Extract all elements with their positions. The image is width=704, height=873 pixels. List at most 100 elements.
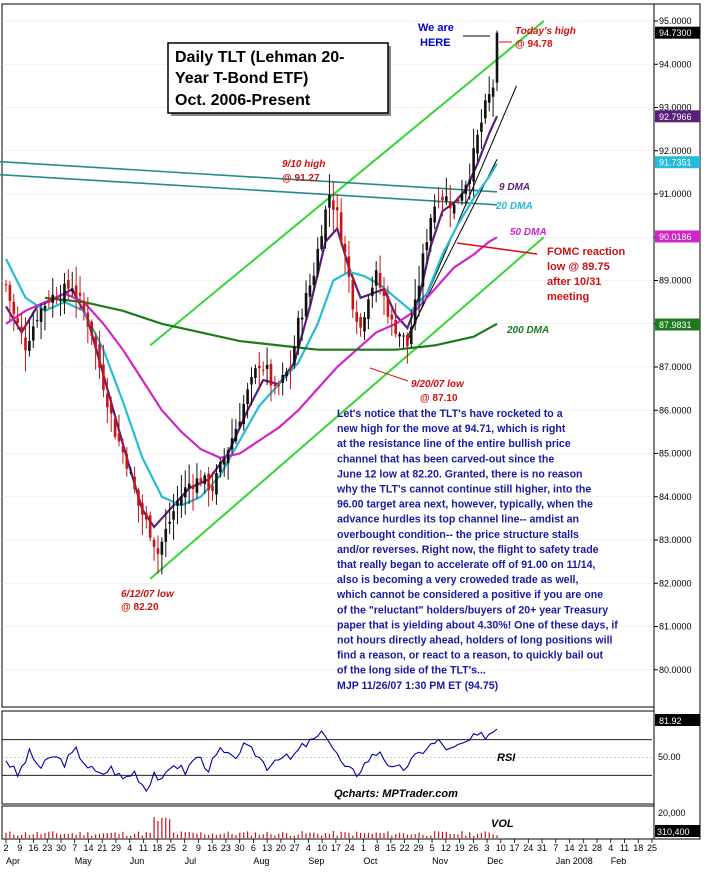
price-bar-body xyxy=(417,285,421,301)
price-bar-body xyxy=(269,364,273,386)
rsi-label: RSI xyxy=(497,752,516,764)
y-tick-label: 81.0000 xyxy=(659,622,692,632)
x-month-label: Aug xyxy=(253,856,269,866)
x-day-label: 1 xyxy=(361,843,366,853)
price-bar-body xyxy=(308,285,312,297)
rsi-tick-50: 50.00 xyxy=(658,752,681,762)
x-day-label: 21 xyxy=(97,843,107,853)
x-day-label: 30 xyxy=(235,843,245,853)
price-bar-body xyxy=(476,134,479,154)
price-bar-body xyxy=(363,317,366,332)
commentary-line: which cannot be considered a positive if… xyxy=(336,589,603,601)
price-bar-body xyxy=(230,438,234,450)
price-bar-body xyxy=(55,297,58,301)
price-bar-body xyxy=(339,212,343,243)
x-day-label: 31 xyxy=(537,843,547,853)
price-bar-body xyxy=(374,270,378,286)
price-bar-body xyxy=(4,284,8,286)
vol-label: VOL xyxy=(491,818,514,830)
price-bar-body xyxy=(59,300,62,302)
price-bar-body xyxy=(324,209,327,241)
price-bar-body xyxy=(332,200,335,210)
x-day-label: 10 xyxy=(317,843,327,853)
price-bar-body xyxy=(437,201,440,203)
price-bar-body xyxy=(487,94,491,103)
chart-title-line-2: Year T-Bond ETF) xyxy=(175,70,308,87)
x-day-label: 21 xyxy=(578,843,588,853)
price-bar-body xyxy=(312,275,316,286)
annotation-sep-high-1: 9/10 high xyxy=(282,159,325,170)
price-bar-body xyxy=(343,243,347,253)
price-bar-body xyxy=(31,326,35,341)
x-day-label: 20 xyxy=(276,843,286,853)
ma-line-50-dma xyxy=(5,236,498,459)
x-day-label: 9 xyxy=(196,843,201,853)
price-bar-body xyxy=(35,320,39,322)
price-bar-body xyxy=(390,314,394,320)
annotation-we-are-here-2: HERE xyxy=(420,37,451,49)
commentary-line: and/or reverses. Right now, the flight t… xyxy=(337,544,599,556)
price-bar-body xyxy=(152,539,156,547)
price-bar-body xyxy=(222,458,226,465)
price-bar-body xyxy=(398,333,401,337)
price-tag-bg xyxy=(655,26,700,39)
price-bar-body xyxy=(452,204,456,214)
price-bar-body xyxy=(28,341,31,351)
price-bar-body xyxy=(183,487,187,498)
x-day-label: 17 xyxy=(510,843,520,853)
x-day-label: 11 xyxy=(620,843,629,853)
rsi-current-tag: 81.92 xyxy=(659,716,682,726)
annotation-fomc-2: low @ 89.75 xyxy=(547,261,610,273)
price-bar-body xyxy=(82,300,86,312)
y-tick-label: 92.0000 xyxy=(659,146,692,156)
x-day-label: 14 xyxy=(83,843,93,853)
price-bar-body xyxy=(351,279,355,310)
price-tag-label: 90.0186 xyxy=(659,232,692,242)
x-month-label: Apr xyxy=(6,856,20,866)
price-bar-body xyxy=(480,122,483,132)
x-day-label: 5 xyxy=(430,843,435,853)
price-bar-body xyxy=(304,293,308,317)
price-bar-body xyxy=(160,541,164,555)
rsi-current-tag-bg xyxy=(655,714,700,726)
price-bar-body xyxy=(94,336,97,349)
price-bar-body xyxy=(8,284,12,301)
price-bar-body xyxy=(106,393,109,408)
price-bar-body xyxy=(43,305,47,311)
x-day-label: 8 xyxy=(375,843,380,853)
x-month-label: Dec xyxy=(487,856,504,866)
annotation-fomc-4: meeting xyxy=(547,291,589,303)
y-tick-label: 80.0000 xyxy=(659,665,692,675)
price-bar-body xyxy=(70,288,74,292)
x-day-label: 16 xyxy=(28,843,38,853)
rsi-line xyxy=(5,728,498,793)
price-bar-body xyxy=(102,364,105,390)
price-bar-body xyxy=(378,272,382,288)
price-bar-body xyxy=(386,296,390,317)
x-month-label: May xyxy=(75,856,93,866)
y-tick-label: 93.0000 xyxy=(659,103,692,113)
price-panel xyxy=(1,3,655,708)
x-day-label: 18 xyxy=(152,843,162,853)
price-bar-body xyxy=(285,371,288,377)
y-tick-label: 91.0000 xyxy=(659,189,692,199)
y-tick-label: 89.0000 xyxy=(659,276,692,286)
annotation-fomc-1: FOMC reaction xyxy=(547,246,626,258)
price-bar-body xyxy=(402,335,405,337)
x-month-label: Sep xyxy=(308,856,324,866)
price-bar-body xyxy=(219,461,222,473)
sep20-low-pointer xyxy=(369,367,409,382)
commentary-line: find a reason, or react to a reason, to … xyxy=(337,650,604,662)
x-day-label: 25 xyxy=(166,843,176,853)
price-bar-body xyxy=(281,375,284,383)
x-day-label: 18 xyxy=(633,843,643,853)
x-day-label: 23 xyxy=(221,843,231,853)
price-bar-body xyxy=(164,528,168,542)
commentary-line: why the TLT's cannot continue still high… xyxy=(336,484,591,496)
price-bar-body xyxy=(51,294,55,303)
price-bar-body xyxy=(109,403,113,414)
label-200dma: 200 DMA xyxy=(506,325,549,336)
price-bar-body xyxy=(125,453,129,469)
chart-credit: Qcharts: MPTrader.com xyxy=(334,788,458,800)
price-bar-body xyxy=(347,256,351,277)
